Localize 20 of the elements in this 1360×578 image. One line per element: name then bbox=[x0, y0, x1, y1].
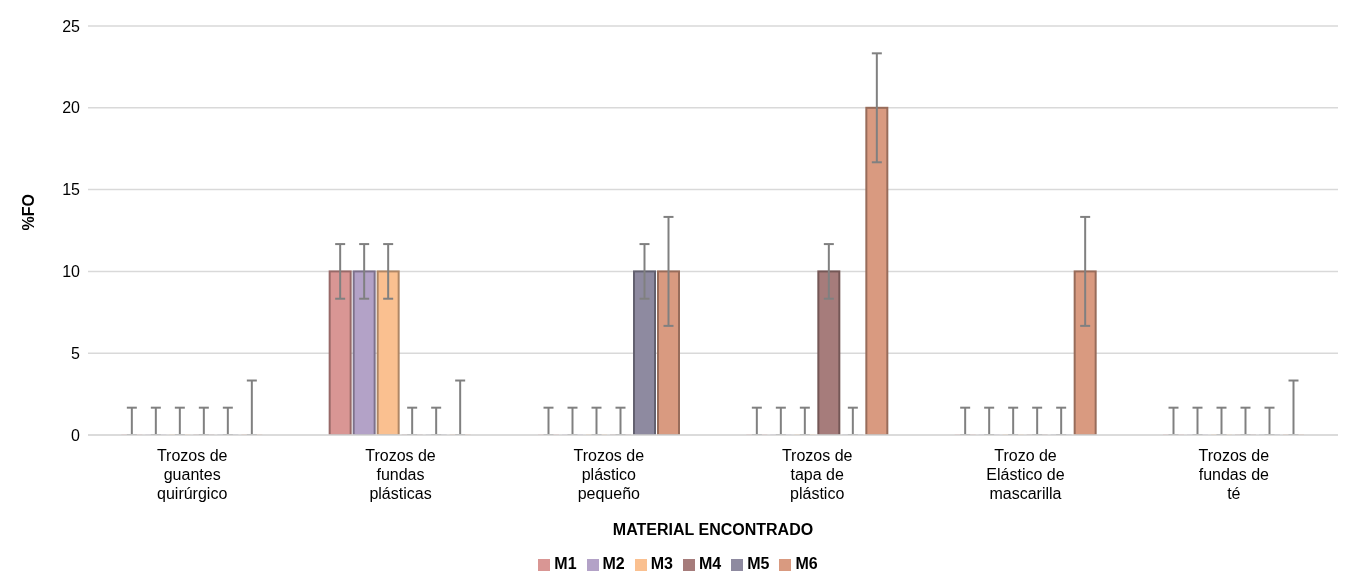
legend-label: M4 bbox=[699, 555, 722, 572]
y-tick-label: 5 bbox=[71, 344, 81, 362]
x-tick-label: Trozo de Elástico de mascarilla bbox=[986, 447, 1065, 502]
x-tick-label: Trozos de guantes quirúrgico bbox=[156, 447, 228, 502]
y-tick-label: 15 bbox=[62, 181, 81, 199]
x-tick-label: Trozos de plástico pequeño bbox=[573, 447, 645, 502]
y-tick-label: 20 bbox=[62, 99, 81, 117]
x-tick-label: Trozos de fundas plásticas bbox=[365, 447, 436, 502]
legend-label: M3 bbox=[650, 555, 673, 572]
x-axis-title: MATERIAL ENCONTRADO bbox=[612, 521, 814, 538]
legend-label: M1 bbox=[554, 555, 577, 572]
y-axis-title: %FO bbox=[19, 194, 37, 231]
y-tick-label: 25 bbox=[62, 17, 81, 35]
x-tick-label: Trozos de tapa de plástico bbox=[781, 447, 853, 502]
y-tick-label: 0 bbox=[71, 426, 81, 444]
y-tick-label: 10 bbox=[62, 263, 81, 281]
legend-label: M5 bbox=[747, 555, 770, 572]
legend-label: M6 bbox=[795, 555, 818, 572]
legend-label: M2 bbox=[602, 555, 625, 572]
x-tick-label: Trozos de fundas de té bbox=[1198, 447, 1270, 502]
